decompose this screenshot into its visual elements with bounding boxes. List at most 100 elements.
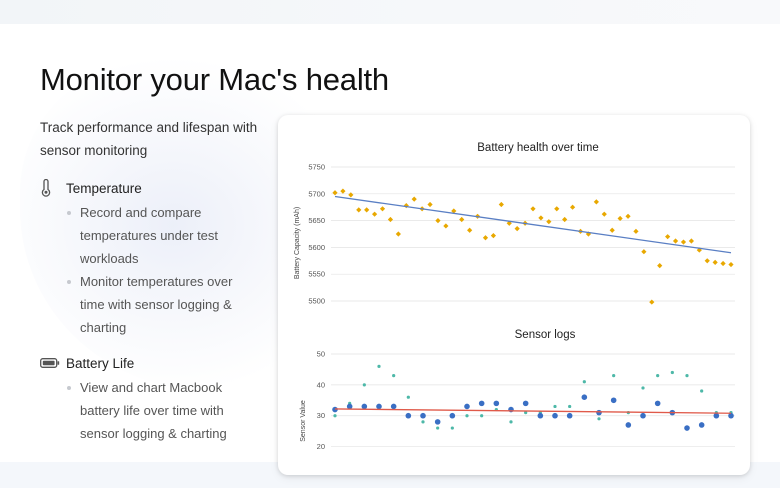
data-point bbox=[641, 249, 647, 255]
charts-svg: Battery health over time Battery Capacit… bbox=[294, 142, 735, 451]
y-tick-label: 40 bbox=[317, 380, 325, 389]
data-point bbox=[443, 223, 449, 229]
data-point bbox=[670, 370, 674, 375]
data-point bbox=[411, 196, 417, 202]
data-point bbox=[459, 216, 465, 223]
data-point bbox=[406, 395, 410, 399]
data-point bbox=[720, 260, 726, 267]
data-point bbox=[390, 403, 397, 410]
y-tick-label: 5750 bbox=[308, 163, 325, 172]
data-point bbox=[728, 261, 734, 268]
data-point bbox=[377, 364, 381, 368]
data-point bbox=[493, 400, 500, 407]
feature-bullet: View and chart Macbook battery life over… bbox=[66, 376, 246, 445]
data-point bbox=[340, 188, 346, 194]
chart-title-battery: Battery health over time bbox=[477, 142, 598, 154]
data-point bbox=[684, 425, 690, 431]
data-point bbox=[434, 419, 441, 425]
data-point bbox=[562, 216, 568, 223]
data-point bbox=[585, 231, 592, 237]
data-point bbox=[680, 239, 687, 245]
data-point bbox=[593, 199, 599, 205]
data-point bbox=[617, 215, 623, 222]
data-point bbox=[421, 420, 425, 424]
data-point bbox=[672, 238, 679, 244]
data-point bbox=[596, 409, 602, 416]
sensor-chart: 50 40 30 20 bbox=[317, 350, 735, 451]
data-point bbox=[696, 247, 702, 253]
data-point bbox=[436, 426, 440, 430]
y-tick-label: 20 bbox=[317, 442, 325, 451]
data-point bbox=[640, 412, 646, 419]
data-point bbox=[509, 420, 513, 424]
trend-line bbox=[334, 408, 732, 414]
data-point bbox=[597, 417, 601, 421]
data-point bbox=[420, 412, 426, 419]
data-point bbox=[376, 403, 382, 410]
data-point bbox=[537, 412, 544, 419]
data-point bbox=[654, 400, 661, 407]
data-point bbox=[346, 403, 353, 410]
data-point bbox=[685, 374, 689, 378]
data-point bbox=[467, 227, 473, 233]
data-point bbox=[570, 204, 576, 210]
data-point bbox=[522, 400, 529, 407]
data-point bbox=[333, 414, 337, 418]
data-point bbox=[546, 219, 552, 225]
data-point bbox=[633, 228, 639, 234]
feature-battery-life: Battery Life View and chart Macbook batt… bbox=[40, 353, 246, 445]
data-point bbox=[524, 411, 528, 415]
y-tick-label: 50 bbox=[317, 350, 325, 359]
feature-title: Temperature bbox=[66, 180, 142, 196]
data-point bbox=[480, 414, 484, 418]
feature-bullets: View and chart Macbook battery life over… bbox=[40, 376, 246, 445]
feature-bullets: Record and compare temperatures under te… bbox=[40, 201, 246, 339]
feature-temperature: Temperature Record and compare temperatu… bbox=[40, 178, 246, 339]
data-point bbox=[553, 404, 557, 409]
battery-chart: 5750 5700 5650 5600 5550 5500 bbox=[308, 163, 735, 306]
top-band bbox=[0, 0, 780, 24]
data-point bbox=[361, 403, 368, 410]
data-point bbox=[665, 234, 671, 240]
data-point bbox=[506, 220, 512, 226]
data-point bbox=[362, 383, 366, 387]
y-tick-label: 5500 bbox=[308, 297, 325, 306]
data-point bbox=[465, 414, 469, 418]
data-point bbox=[427, 201, 433, 208]
data-point bbox=[700, 389, 704, 393]
chart-title-sensor: Sensor logs bbox=[515, 329, 576, 341]
data-point bbox=[395, 231, 401, 237]
data-point bbox=[348, 192, 354, 198]
feature-title: Battery Life bbox=[66, 355, 135, 371]
data-point bbox=[450, 426, 454, 430]
data-point bbox=[356, 207, 362, 213]
data-point bbox=[657, 263, 663, 269]
y-tick-label: 5600 bbox=[308, 243, 325, 252]
data-point bbox=[514, 226, 520, 232]
feature-header: Battery Life bbox=[40, 353, 246, 373]
data-point bbox=[568, 404, 572, 409]
data-point bbox=[392, 374, 396, 378]
data-point bbox=[451, 208, 457, 214]
data-point bbox=[405, 412, 412, 419]
y-tick-label: 5700 bbox=[308, 189, 325, 198]
data-point bbox=[372, 211, 378, 217]
feature-bullet: Record and compare temperatures under te… bbox=[66, 201, 246, 270]
data-point bbox=[712, 259, 718, 266]
data-point bbox=[649, 299, 655, 305]
data-point bbox=[656, 374, 660, 378]
feature-bullet: Monitor temperatures over time with sens… bbox=[66, 270, 246, 339]
data-point bbox=[554, 206, 560, 212]
data-point bbox=[552, 412, 558, 419]
data-point bbox=[641, 386, 645, 390]
data-point bbox=[435, 218, 441, 224]
y-axis-label-sensor: Sensor Value bbox=[300, 400, 307, 442]
page-headline: Monitor your Mac's health bbox=[40, 62, 389, 97]
y-tick-label: 5650 bbox=[308, 216, 325, 225]
data-point bbox=[582, 380, 586, 384]
y-axis-label-battery: Battery Capacity (mAh) bbox=[294, 207, 301, 279]
battery-icon bbox=[40, 353, 66, 373]
data-point bbox=[704, 258, 710, 264]
data-point bbox=[625, 213, 631, 219]
data-point bbox=[610, 397, 617, 404]
